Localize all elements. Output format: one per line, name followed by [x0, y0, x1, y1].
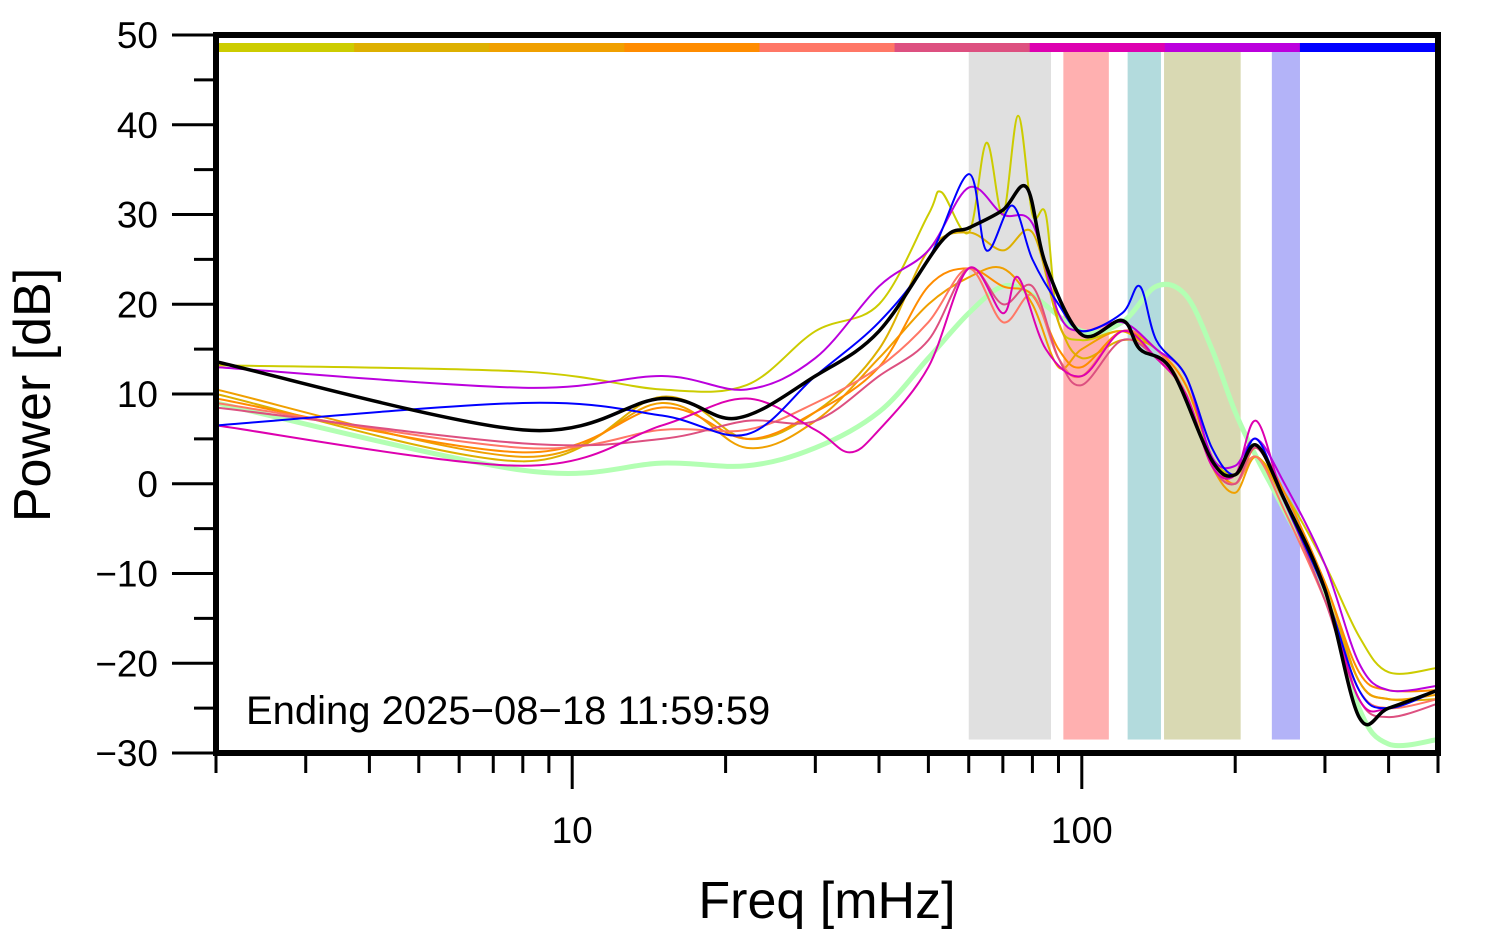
- series-line-3: [216, 266, 1438, 701]
- frequency-bands: [968, 51, 1300, 740]
- color-bar-segment: [759, 43, 896, 52]
- series-lines: [216, 114, 1438, 749]
- color-bar-segment: [1164, 43, 1301, 52]
- color-bar-segment: [1299, 43, 1436, 52]
- series-line-2: [216, 228, 1438, 702]
- annotation: Ending 2025−08−18 11:59:59: [246, 689, 770, 733]
- x-axis: 10 100: [214, 753, 1440, 851]
- frequency-band: [1127, 51, 1161, 740]
- y-tick-label: 20: [117, 284, 158, 325]
- plot-frame: [213, 32, 1441, 756]
- y-tick-label: −10: [95, 554, 158, 595]
- series-line-4: [216, 267, 1438, 693]
- color-bar-segment: [489, 43, 625, 52]
- frequency-band: [1271, 51, 1300, 740]
- color-bar-segment: [354, 43, 490, 52]
- x-tick-label: 10: [552, 810, 593, 851]
- series-line-7: [216, 266, 1438, 713]
- x-axis-label: Freq [mHz]: [698, 872, 955, 930]
- y-tick-label: −20: [95, 643, 158, 684]
- y-tick-label: 40: [117, 105, 158, 146]
- y-tick-label: 0: [137, 464, 158, 505]
- color-bar-segment: [894, 43, 1031, 52]
- color-bar-segment: [219, 43, 355, 52]
- y-tick-label: 30: [117, 195, 158, 236]
- color-bar-segment: [624, 43, 760, 52]
- series-line-0: [216, 281, 1438, 749]
- series-line-6: [216, 266, 1438, 719]
- frequency-band: [968, 51, 1051, 740]
- y-tick-label: 10: [117, 374, 158, 415]
- series-line-1: [216, 114, 1438, 675]
- top-color-bar: [219, 43, 1436, 52]
- x-tick-label: 100: [1051, 810, 1113, 851]
- y-tick-label: 50: [117, 15, 158, 56]
- y-axis-label: Power [dB]: [4, 268, 62, 522]
- series-line-10: [216, 183, 1438, 727]
- color-bar-segment: [1029, 43, 1166, 52]
- series-line-8: [216, 185, 1438, 693]
- y-axis: 50 40 30 20 10 0 −10 −20 −30: [95, 15, 216, 774]
- frequency-band: [1063, 51, 1109, 740]
- y-tick-label: −30: [95, 733, 158, 774]
- series-line-5: [216, 267, 1438, 710]
